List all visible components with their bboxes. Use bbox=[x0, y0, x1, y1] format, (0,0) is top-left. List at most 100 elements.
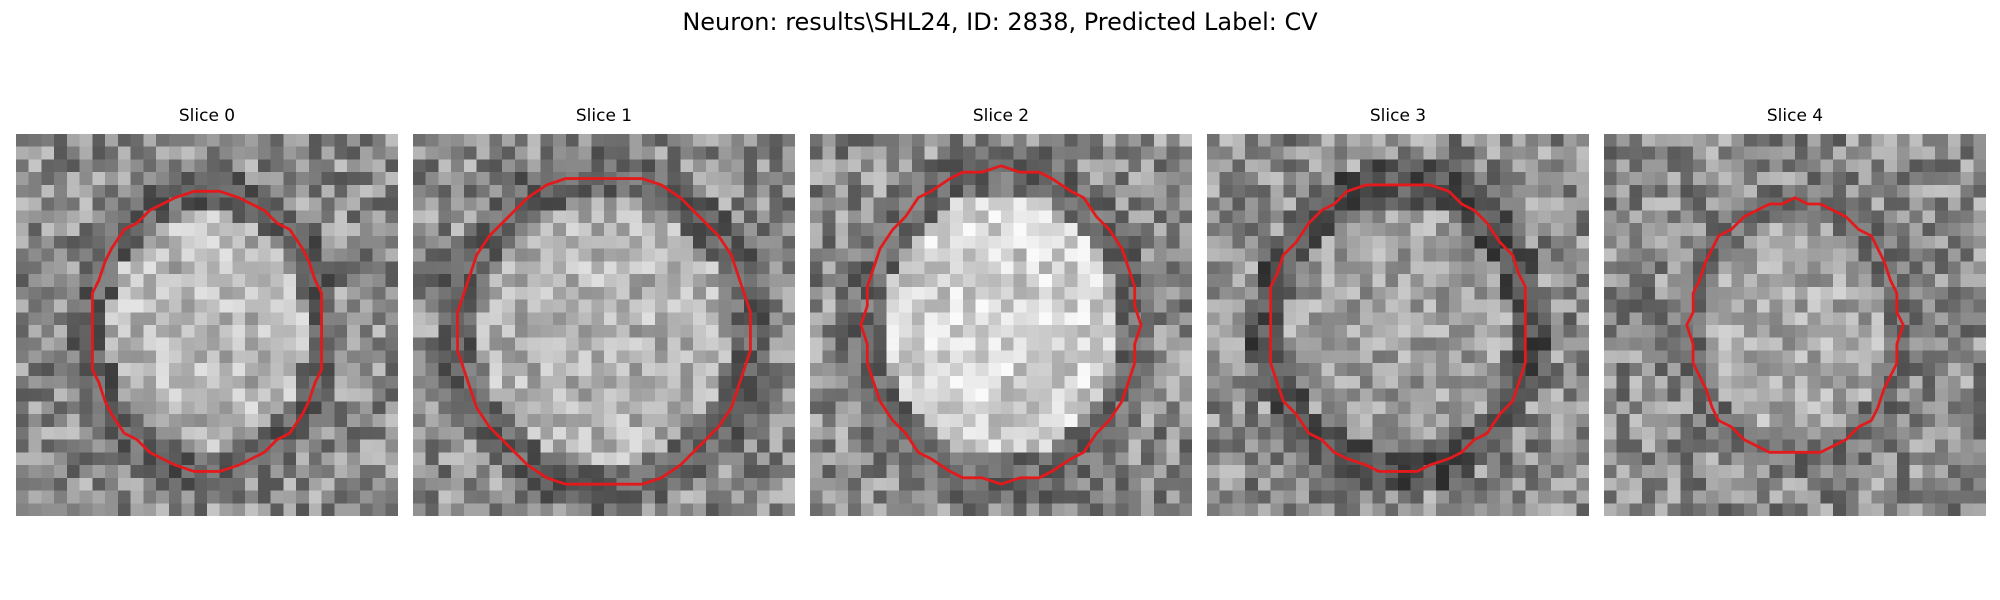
pixel bbox=[296, 159, 309, 172]
pixel bbox=[80, 287, 93, 300]
pixel bbox=[1154, 236, 1167, 249]
pixel bbox=[1731, 440, 1744, 453]
pixel bbox=[1373, 249, 1386, 262]
pixel bbox=[566, 261, 579, 274]
pixel bbox=[1525, 172, 1538, 185]
pixel bbox=[464, 185, 477, 198]
pixel bbox=[835, 261, 848, 274]
pixel bbox=[1449, 134, 1462, 147]
pixel bbox=[322, 287, 335, 300]
pixel bbox=[1207, 440, 1220, 453]
pixel bbox=[528, 376, 541, 389]
pixel bbox=[1141, 223, 1154, 236]
pixel bbox=[810, 312, 823, 325]
pixel bbox=[1309, 147, 1322, 160]
pixel bbox=[1846, 236, 1859, 249]
pixel bbox=[1001, 287, 1014, 300]
pixel bbox=[1731, 325, 1744, 338]
pixel bbox=[1398, 210, 1411, 223]
pixel bbox=[1961, 134, 1974, 147]
pixel bbox=[1513, 491, 1526, 504]
pixel bbox=[937, 261, 950, 274]
pixel bbox=[1859, 210, 1872, 223]
pixel bbox=[1347, 172, 1360, 185]
pixel bbox=[874, 465, 887, 478]
pixel bbox=[1808, 249, 1821, 262]
pixel bbox=[1871, 376, 1884, 389]
pixel bbox=[1668, 312, 1681, 325]
pixel bbox=[848, 300, 861, 313]
pixel bbox=[105, 287, 118, 300]
pixel bbox=[1655, 312, 1668, 325]
pixel bbox=[1026, 300, 1039, 313]
pixel bbox=[156, 401, 169, 414]
pixel bbox=[1655, 325, 1668, 338]
pixel bbox=[668, 134, 681, 147]
pixel bbox=[1846, 363, 1859, 376]
pixel bbox=[617, 503, 630, 516]
pixel bbox=[1090, 389, 1103, 402]
pixel bbox=[80, 159, 93, 172]
pixel bbox=[1525, 300, 1538, 313]
pixel bbox=[1564, 427, 1577, 440]
pixel bbox=[438, 478, 451, 491]
pixel bbox=[874, 185, 887, 198]
pixel bbox=[1604, 261, 1617, 274]
pixel bbox=[1077, 478, 1090, 491]
pixel bbox=[29, 159, 42, 172]
pixel bbox=[1922, 198, 1935, 211]
pixel bbox=[782, 338, 795, 351]
pixel bbox=[1538, 147, 1551, 160]
pixel bbox=[16, 249, 29, 262]
pixel bbox=[744, 134, 757, 147]
pixel bbox=[220, 287, 233, 300]
pixel bbox=[334, 147, 347, 160]
pixel bbox=[232, 134, 245, 147]
pixel bbox=[1398, 401, 1411, 414]
pixel bbox=[258, 414, 271, 427]
pixel bbox=[1179, 223, 1192, 236]
pixel bbox=[1116, 172, 1129, 185]
pixel bbox=[1103, 465, 1116, 478]
pixel bbox=[156, 172, 169, 185]
pixel bbox=[1398, 478, 1411, 491]
pixel bbox=[232, 338, 245, 351]
pixel bbox=[54, 503, 67, 516]
pixel bbox=[1271, 300, 1284, 313]
pixel bbox=[413, 147, 426, 160]
pixel bbox=[1154, 261, 1167, 274]
pixel bbox=[1859, 261, 1872, 274]
pixel bbox=[1116, 452, 1129, 465]
pixel bbox=[1385, 427, 1398, 440]
pixel bbox=[245, 274, 258, 287]
pixel bbox=[1935, 261, 1948, 274]
pixel bbox=[1065, 147, 1078, 160]
pixel bbox=[566, 491, 579, 504]
pixel bbox=[220, 172, 233, 185]
pixel bbox=[1757, 414, 1770, 427]
pixel bbox=[1052, 440, 1065, 453]
pixel bbox=[1283, 350, 1296, 363]
pixel bbox=[309, 440, 322, 453]
pixel bbox=[373, 491, 386, 504]
pixel bbox=[283, 249, 296, 262]
pixel bbox=[283, 172, 296, 185]
pixel bbox=[540, 440, 553, 453]
pixel bbox=[1296, 338, 1309, 351]
pixel bbox=[347, 465, 360, 478]
pixel bbox=[719, 198, 732, 211]
pixel bbox=[770, 401, 783, 414]
pixel bbox=[271, 452, 284, 465]
pixel bbox=[67, 287, 80, 300]
pixel bbox=[1642, 312, 1655, 325]
pixel bbox=[744, 376, 757, 389]
pixel bbox=[1322, 223, 1335, 236]
pixel bbox=[770, 261, 783, 274]
pixel bbox=[1513, 414, 1526, 427]
pixel bbox=[413, 185, 426, 198]
pixel bbox=[693, 172, 706, 185]
pixel bbox=[604, 452, 617, 465]
pixel bbox=[1039, 147, 1052, 160]
pixel bbox=[1820, 350, 1833, 363]
pixel bbox=[1014, 287, 1027, 300]
